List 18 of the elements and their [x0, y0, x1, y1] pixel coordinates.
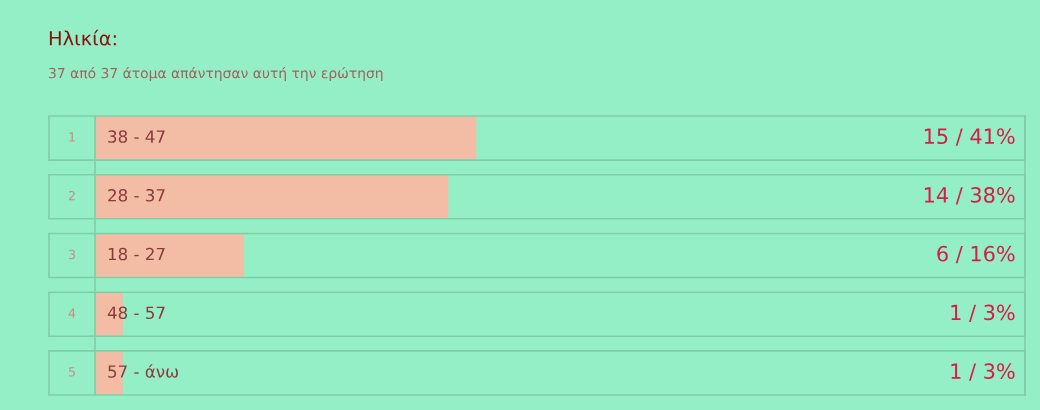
y-tick-label: 38 - 47	[108, 130, 165, 143]
text: 4	[68, 308, 76, 318]
y-tick-label: 28 - 37	[108, 188, 165, 202]
text: 5	[68, 367, 75, 377]
text: 1	[69, 132, 75, 142]
data-label: 1 / 3%	[951, 304, 1015, 322]
chart-subtitle: 37 από 37 άτομα απάντησαν αυτή την ερώτηση	[49, 67, 383, 81]
data-label: 15 / 41%	[924, 128, 1015, 146]
bar	[95, 233, 244, 278]
bar	[95, 116, 477, 161]
data-label: 14 / 38%	[924, 187, 1015, 205]
y-tick-label: 18 - 27	[108, 247, 165, 261]
data-label: 1 / 3%	[951, 363, 1015, 381]
chart-title: Ηλικία:	[49, 29, 116, 46]
text: 3	[68, 249, 75, 260]
bar	[95, 174, 449, 219]
data-label: 6 / 16%	[937, 245, 1015, 264]
text: 2	[68, 190, 75, 201]
